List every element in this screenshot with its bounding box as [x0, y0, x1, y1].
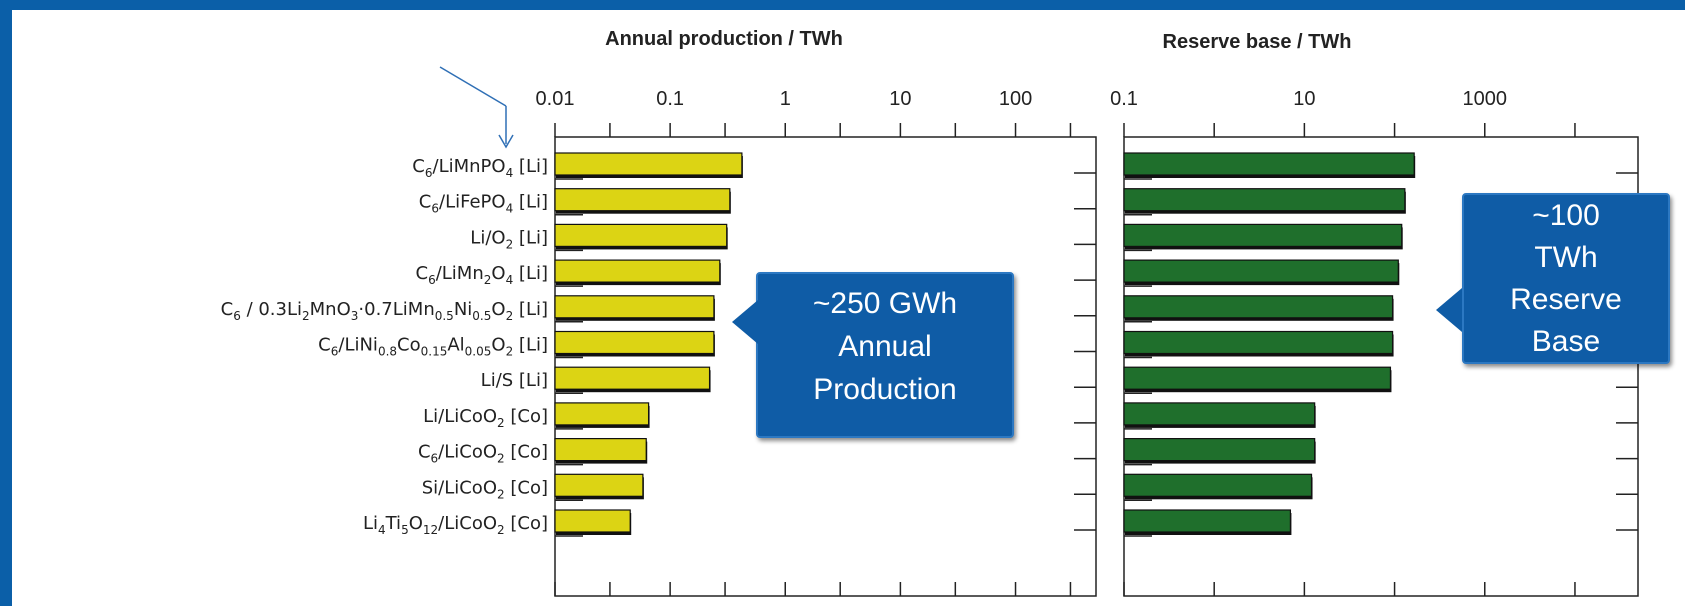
production-bar	[554, 402, 650, 426]
production-callout-line1: ~250 GWh	[812, 287, 958, 320]
reserve-axis-title: Reserve base / TWh	[1163, 31, 1352, 53]
reserve-plot-frame	[1123, 136, 1639, 597]
category-label: C6 / 0.3Li2MnO3·0.7LiMn0.5Ni0.5O2 [Li]	[221, 299, 548, 323]
category-label: Li/O2 [Li]	[470, 227, 548, 251]
reserve-callout: ~100 TWh Reserve Base	[1462, 193, 1670, 364]
production-bar	[554, 473, 644, 497]
reserve-tick-label: 1000	[1463, 88, 1508, 110]
reserve-bar	[1123, 473, 1313, 497]
production-callout-pointer	[732, 300, 758, 344]
category-label: Li4Ti5O12/LiCoO2 [Co]	[363, 513, 548, 537]
production-bar	[554, 438, 647, 462]
category-label: C6/LiMn2O4 [Li]	[415, 263, 548, 287]
production-bar	[554, 152, 743, 176]
production-bar	[554, 223, 728, 247]
reserve-bar	[1123, 402, 1316, 426]
production-tick-label: 1	[780, 88, 791, 110]
production-bar	[554, 330, 715, 355]
category-label: C6/LiNi0.8Co0.15Al0.05O2 [Li]	[318, 335, 548, 359]
production-bar	[554, 259, 721, 283]
category-labels: C6/LiMnPO4 [Li] C6/LiFePO4 [Li] Li/O2 [Li]…	[221, 156, 548, 537]
reserve-bar	[1123, 438, 1316, 462]
category-label: C6/LiMnPO4 [Li]	[412, 156, 548, 180]
reserve-bar	[1123, 223, 1403, 247]
reserve-callout-line3: Reserve	[1510, 283, 1622, 316]
reserve-callout-line4: Base	[1531, 325, 1601, 358]
reserve-tick-label: 10	[1293, 88, 1315, 110]
category-label: Li/LiCoO2 [Co]	[423, 406, 548, 430]
production-tick-label: 0.01	[536, 88, 575, 110]
production-bar	[554, 188, 731, 212]
reserve-plot: 0.1 10 1000	[1110, 88, 1639, 597]
pointer-arrow	[439, 66, 514, 149]
production-bar	[554, 509, 631, 533]
production-tick-label: 0.1	[656, 88, 684, 110]
reserve-callout-pointer	[1436, 288, 1462, 332]
category-label: Si/LiCoO2 [Co]	[422, 477, 548, 501]
reserve-tick-label: 0.1	[1110, 88, 1138, 110]
reserve-callout-line1: ~100	[1532, 199, 1600, 232]
reserve-callout-line2: TWh	[1534, 241, 1598, 274]
production-plot: 0.01 0.1 1 10 100	[536, 88, 1097, 597]
production-bar	[554, 366, 711, 390]
reserve-bar	[1123, 188, 1406, 212]
category-label: Li/S [Li]	[481, 370, 548, 391]
reserve-bar	[1123, 330, 1394, 355]
reserve-bar	[1123, 509, 1292, 533]
category-label: C6/LiCoO2 [Co]	[418, 442, 548, 466]
production-tick-label: 100	[999, 88, 1032, 110]
production-callout: ~250 GWh Annual Production	[756, 272, 1014, 438]
reserve-bar	[1123, 259, 1399, 283]
production-plot-frame	[554, 136, 1097, 597]
reserve-bar	[1123, 152, 1415, 176]
production-callout-line2: Annual	[838, 330, 932, 363]
category-label: C6/LiFePO4 [Li]	[419, 192, 548, 216]
reserve-bar	[1123, 295, 1394, 319]
production-axis-title: Annual production / TWh	[605, 28, 843, 50]
production-bar	[554, 295, 715, 319]
reserve-bar	[1123, 366, 1392, 390]
production-callout-line3: Production	[813, 373, 957, 406]
production-tick-label: 10	[889, 88, 911, 110]
